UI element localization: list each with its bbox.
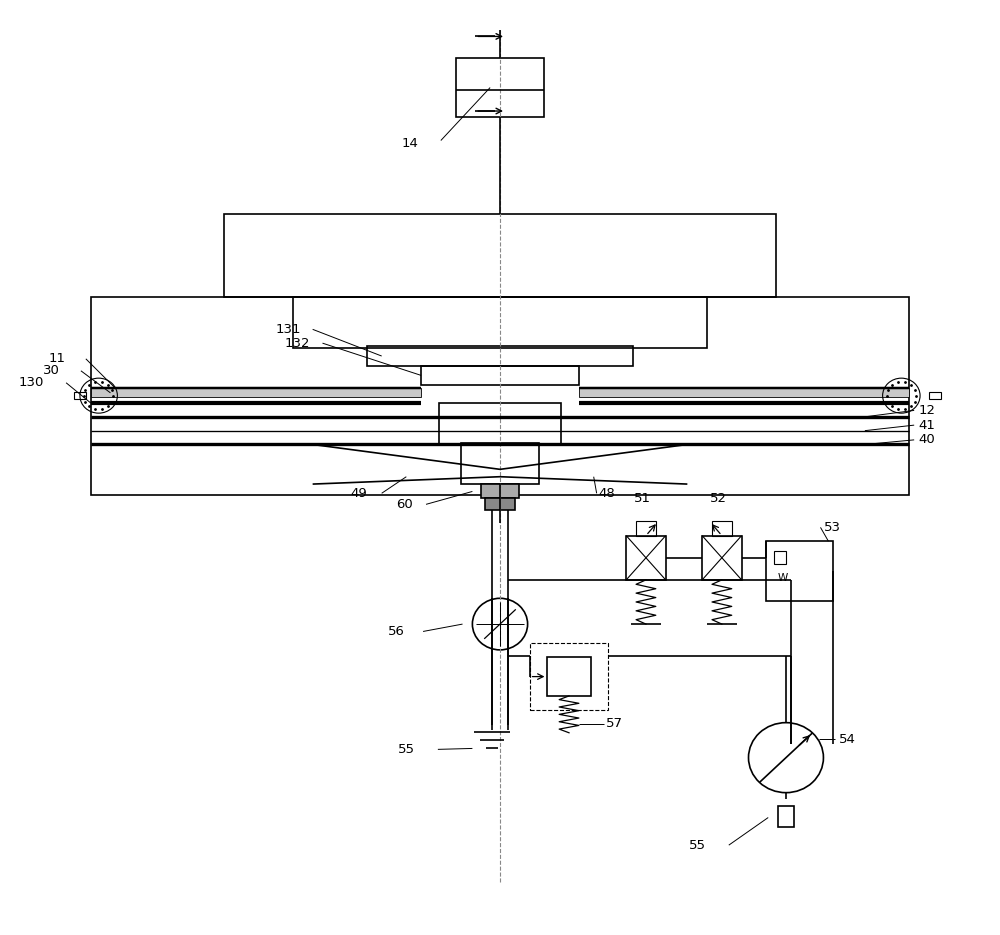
Text: 48: 48	[599, 487, 615, 500]
Bar	[439, 403, 561, 444]
Bar	[456, 58, 544, 118]
Text: 54: 54	[839, 733, 856, 746]
Bar	[579, 388, 909, 397]
Bar	[778, 807, 794, 827]
Bar	[421, 367, 579, 384]
Text: 41: 41	[918, 419, 935, 432]
Text: 130: 130	[19, 376, 44, 389]
Text: 49: 49	[350, 487, 367, 500]
Bar	[91, 388, 421, 397]
Bar	[766, 541, 833, 601]
Text: 11: 11	[48, 352, 65, 366]
Bar	[626, 536, 666, 580]
Bar	[461, 442, 539, 484]
Bar	[712, 521, 732, 536]
Text: 55: 55	[689, 839, 706, 852]
Text: 52: 52	[710, 493, 727, 505]
Bar	[530, 643, 608, 710]
Text: W: W	[778, 573, 788, 583]
Text: 12: 12	[918, 404, 935, 417]
Text: 56: 56	[388, 625, 404, 638]
Bar	[774, 552, 786, 564]
Bar	[636, 521, 656, 536]
Text: 131: 131	[275, 323, 301, 336]
Bar	[367, 346, 633, 367]
Bar	[485, 498, 515, 510]
Text: 14: 14	[401, 137, 418, 150]
Text: 55: 55	[398, 743, 415, 755]
Text: 60: 60	[396, 497, 413, 511]
Text: 57: 57	[606, 717, 623, 730]
Bar	[91, 297, 909, 496]
Text: 51: 51	[634, 493, 651, 505]
Bar	[929, 392, 941, 399]
Bar	[702, 536, 742, 580]
Text: 30: 30	[43, 365, 60, 378]
Text: 53: 53	[824, 521, 841, 534]
Bar	[481, 484, 519, 498]
Bar	[293, 297, 707, 348]
Bar	[547, 657, 591, 696]
Text: 40: 40	[918, 433, 935, 446]
Bar	[74, 392, 86, 399]
Bar	[224, 214, 776, 297]
Text: 132: 132	[285, 337, 311, 350]
